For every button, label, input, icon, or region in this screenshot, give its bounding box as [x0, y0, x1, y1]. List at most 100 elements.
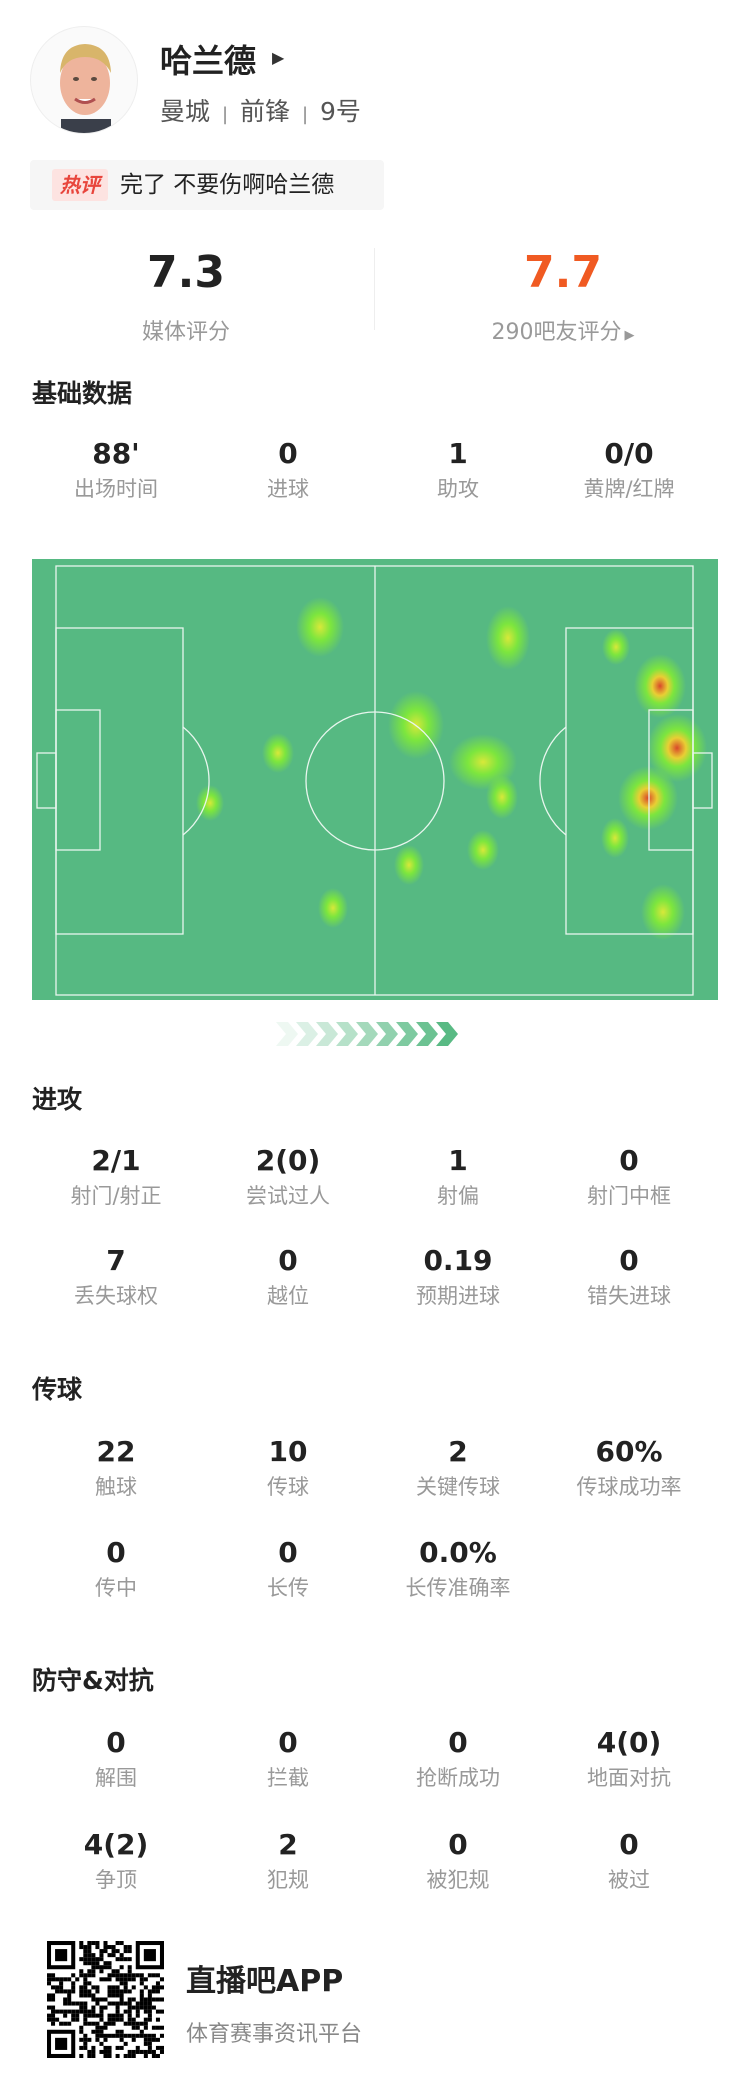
stat-label: 被犯规: [426, 1868, 490, 1892]
stat-item: 60% 传球成功率: [543, 1435, 715, 1501]
stat-label: 地面对抗: [587, 1766, 671, 1790]
fan-rating-value: 7.7: [524, 247, 602, 298]
stat-value: 0: [278, 1536, 298, 1569]
stat-label: 助攻: [437, 477, 479, 501]
hot-comment-text: 完了 不要伤啊哈兰德: [120, 172, 335, 198]
player-info: 曼城 | 前锋 | 9号: [160, 92, 361, 128]
stat-item: 0 被犯规: [372, 1828, 544, 1894]
stat-item: 0/0 黄牌/红牌: [543, 437, 715, 503]
stat-value: 0: [619, 1828, 639, 1861]
chevron-right-icon: [416, 1022, 438, 1046]
stat-label: 争顶: [95, 1868, 137, 1892]
stat-item: 2 关键传球: [372, 1435, 544, 1501]
stat-label: 传球成功率: [576, 1475, 682, 1499]
stat-value: 4(2): [83, 1828, 149, 1861]
stat-value: 0/0: [604, 437, 654, 470]
stat-label: 关键传球: [416, 1475, 500, 1499]
stat-item: 0 抢断成功: [372, 1726, 544, 1792]
heat-spot: [647, 714, 707, 782]
section-title-defense: 防守&对抗: [32, 1666, 154, 1695]
stat-item: 0 进球: [202, 437, 374, 503]
heat-spot: [486, 606, 530, 670]
stat-item: 0.0% 长传准确率: [372, 1536, 544, 1602]
stat-item: 22 触球: [30, 1435, 202, 1501]
stat-value: 0: [619, 1144, 639, 1177]
stat-item: 7 丢失球权: [30, 1244, 202, 1310]
hot-comment[interactable]: 热评 完了 不要伤啊哈兰德: [30, 160, 384, 210]
heat-spot: [394, 845, 424, 885]
stat-value: 0.19: [423, 1244, 493, 1277]
fan-rating-label-wrap: 290吧友评分 ▶: [413, 314, 713, 346]
stat-label: 射门中框: [587, 1184, 671, 1208]
player-name[interactable]: 哈兰德: [160, 42, 257, 80]
heat-spot: [601, 818, 629, 858]
heat-spot: [296, 597, 344, 657]
stat-label: 预期进球: [416, 1284, 500, 1308]
heat-spot: [618, 766, 678, 830]
separator: |: [301, 104, 309, 125]
stat-item: 0 越位: [202, 1244, 374, 1310]
stat-label: 射偏: [437, 1184, 479, 1208]
stat-label: 射门/射正: [70, 1184, 162, 1208]
section-title-basic: 基础数据: [32, 379, 133, 408]
stat-value: 2: [448, 1435, 468, 1468]
stat-value: 0: [448, 1828, 468, 1861]
stat-value: 0: [619, 1244, 639, 1277]
stat-label: 进球: [267, 477, 309, 501]
stat-value: 0: [278, 437, 298, 470]
stat-item: 4(0) 地面对抗: [543, 1726, 715, 1792]
stat-item: 1 助攻: [372, 437, 544, 503]
stat-value: 0: [278, 1726, 298, 1759]
stat-value: 2: [278, 1828, 298, 1861]
section-title-passing: 传球: [32, 1375, 83, 1404]
stat-item: 0 长传: [202, 1536, 374, 1602]
stat-label: 抢断成功: [416, 1766, 500, 1790]
fan-rating-label: 290吧友评分: [491, 320, 622, 345]
stat-item: 0 解围: [30, 1726, 202, 1792]
chevron-right-icon: [436, 1022, 458, 1046]
stat-label: 触球: [95, 1475, 137, 1499]
heat-spot: [196, 785, 224, 821]
stat-value: 0: [106, 1726, 126, 1759]
chevron-right-icon: [336, 1022, 358, 1046]
stat-label: 传球: [267, 1475, 309, 1499]
stat-label: 尝试过人: [246, 1184, 330, 1208]
chevron-right-icon: [296, 1022, 318, 1046]
stat-item: 2/1 射门/射正: [30, 1144, 202, 1210]
stat-value: 4(0): [596, 1726, 662, 1759]
app-tagline: 体育赛事资讯平台: [186, 2022, 363, 2047]
stat-value: 22: [96, 1435, 136, 1468]
stat-value: 0: [278, 1244, 298, 1277]
stat-value: 0.0%: [419, 1536, 497, 1569]
heatmap-pitch: [32, 559, 718, 1000]
stat-value: 60%: [595, 1435, 663, 1468]
stat-item: 2(0) 尝试过人: [202, 1144, 374, 1210]
stat-label: 丢失球权: [74, 1284, 158, 1308]
heat-spot: [634, 654, 686, 718]
stat-value: 10: [268, 1435, 308, 1468]
stat-item: 0 被过: [543, 1828, 715, 1894]
stat-label: 越位: [267, 1284, 309, 1308]
stat-item: 88' 出场时间: [30, 437, 202, 503]
media-rating: 7.3 媒体评分: [36, 246, 336, 346]
play-arrow-icon[interactable]: ▶: [272, 48, 285, 67]
player-avatar[interactable]: [30, 26, 138, 134]
media-rating-value: 7.3: [147, 247, 225, 298]
heat-spot: [486, 775, 518, 819]
heat-spot: [262, 733, 294, 773]
fan-rating[interactable]: 7.7 290吧友评分 ▶: [413, 246, 713, 346]
stat-value: 88': [92, 437, 140, 470]
heat-spot: [641, 884, 685, 940]
stat-value: 1: [448, 1144, 468, 1177]
stat-label: 传中: [95, 1576, 137, 1600]
stat-item: 1 射偏: [372, 1144, 544, 1210]
chevron-right-icon: [276, 1022, 298, 1046]
stat-label: 错失进球: [587, 1284, 671, 1308]
heat-spot: [318, 888, 348, 928]
stat-label: 被过: [608, 1868, 650, 1892]
heat-spot: [467, 830, 499, 870]
stat-item: 0 传中: [30, 1536, 202, 1602]
stat-value: 1: [448, 437, 468, 470]
stat-value: 0: [106, 1536, 126, 1569]
stat-value: 0: [448, 1726, 468, 1759]
